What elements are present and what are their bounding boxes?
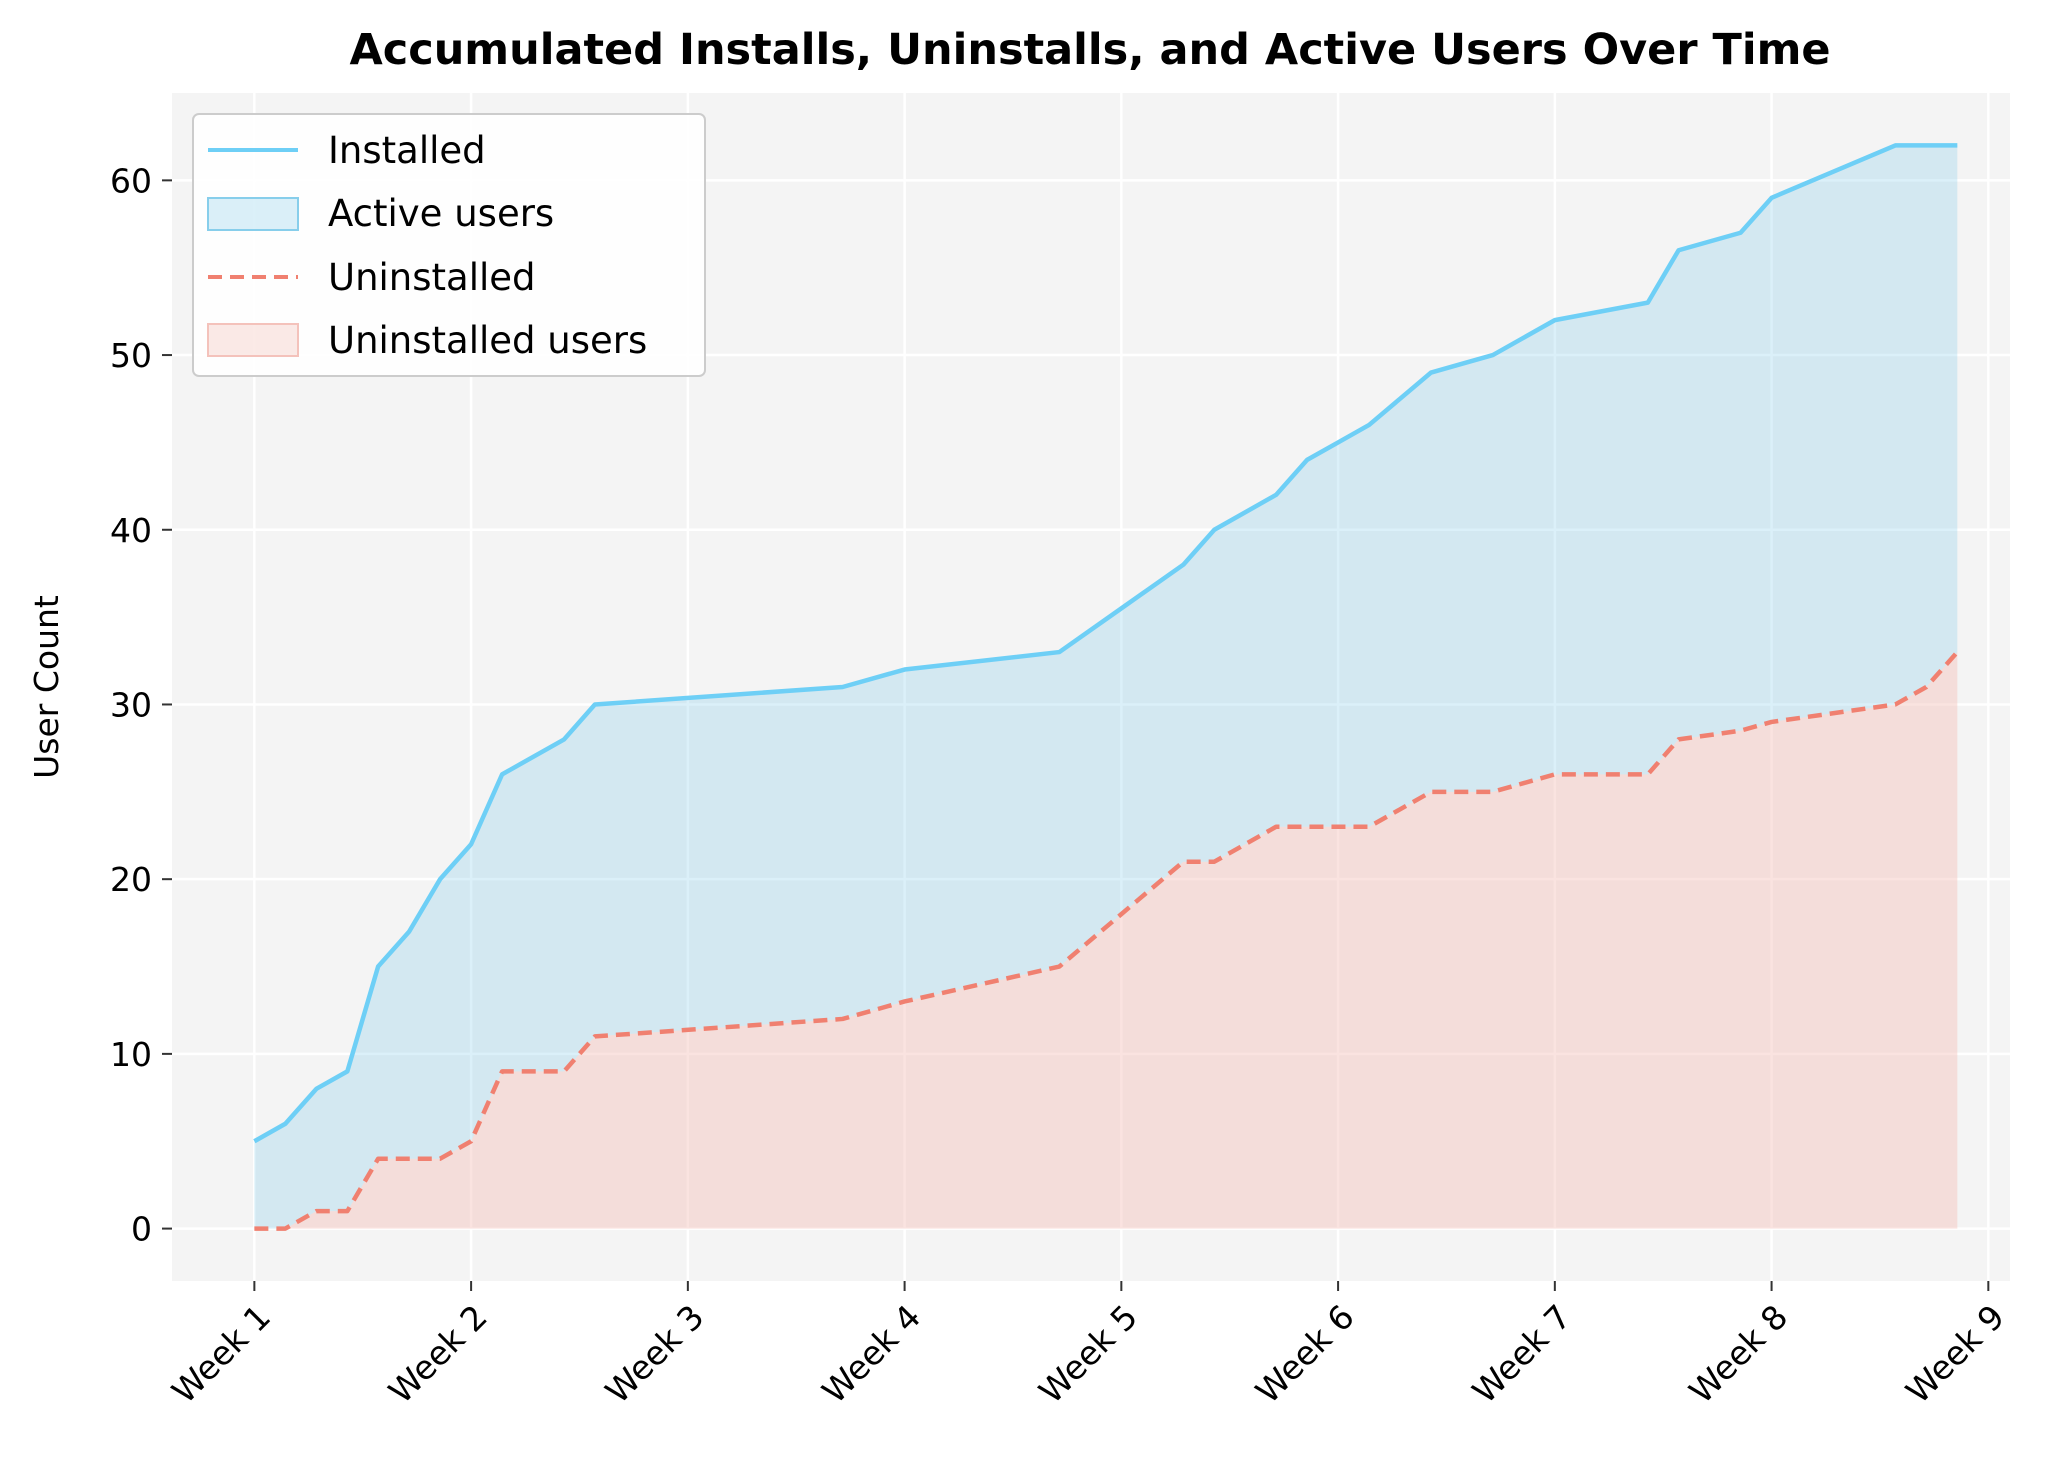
- legend-uninstalled-users-swatch: [207, 323, 299, 357]
- y-tick-label: 40: [110, 511, 152, 550]
- y-tick-label: 0: [131, 1210, 152, 1249]
- legend-label-installed: Installed: [328, 129, 486, 172]
- series-lines: [253, 143, 1960, 1231]
- installed-line: [253, 143, 1958, 1144]
- legend-label-uninstalled: Uninstalled: [328, 256, 536, 299]
- legend-active-swatch: [207, 197, 299, 231]
- legend-label-active-users: Active users: [328, 192, 554, 235]
- y-tick-label: 10: [110, 1035, 152, 1074]
- area-fills: [254, 145, 1958, 1229]
- legend: Installed Active users Uninstalled Unins…: [192, 113, 706, 377]
- uninstalled-users-area: [254, 652, 1958, 1229]
- uninstalled-line: [254, 650, 1960, 1231]
- active-users-area: [254, 145, 1958, 1229]
- y-tick-label: 50: [110, 336, 152, 375]
- y-tick-label: 30: [110, 685, 152, 724]
- y-axis-label: User Count: [27, 595, 66, 779]
- legend-box: [192, 113, 706, 377]
- chart-title: Accumulated Installs, Uninstalls, and Ac…: [349, 25, 1830, 75]
- y-tick-label: 20: [110, 860, 152, 899]
- legend-label-uninstalled-users: Uninstalled users: [328, 319, 647, 362]
- y-tick-label: 60: [110, 161, 152, 200]
